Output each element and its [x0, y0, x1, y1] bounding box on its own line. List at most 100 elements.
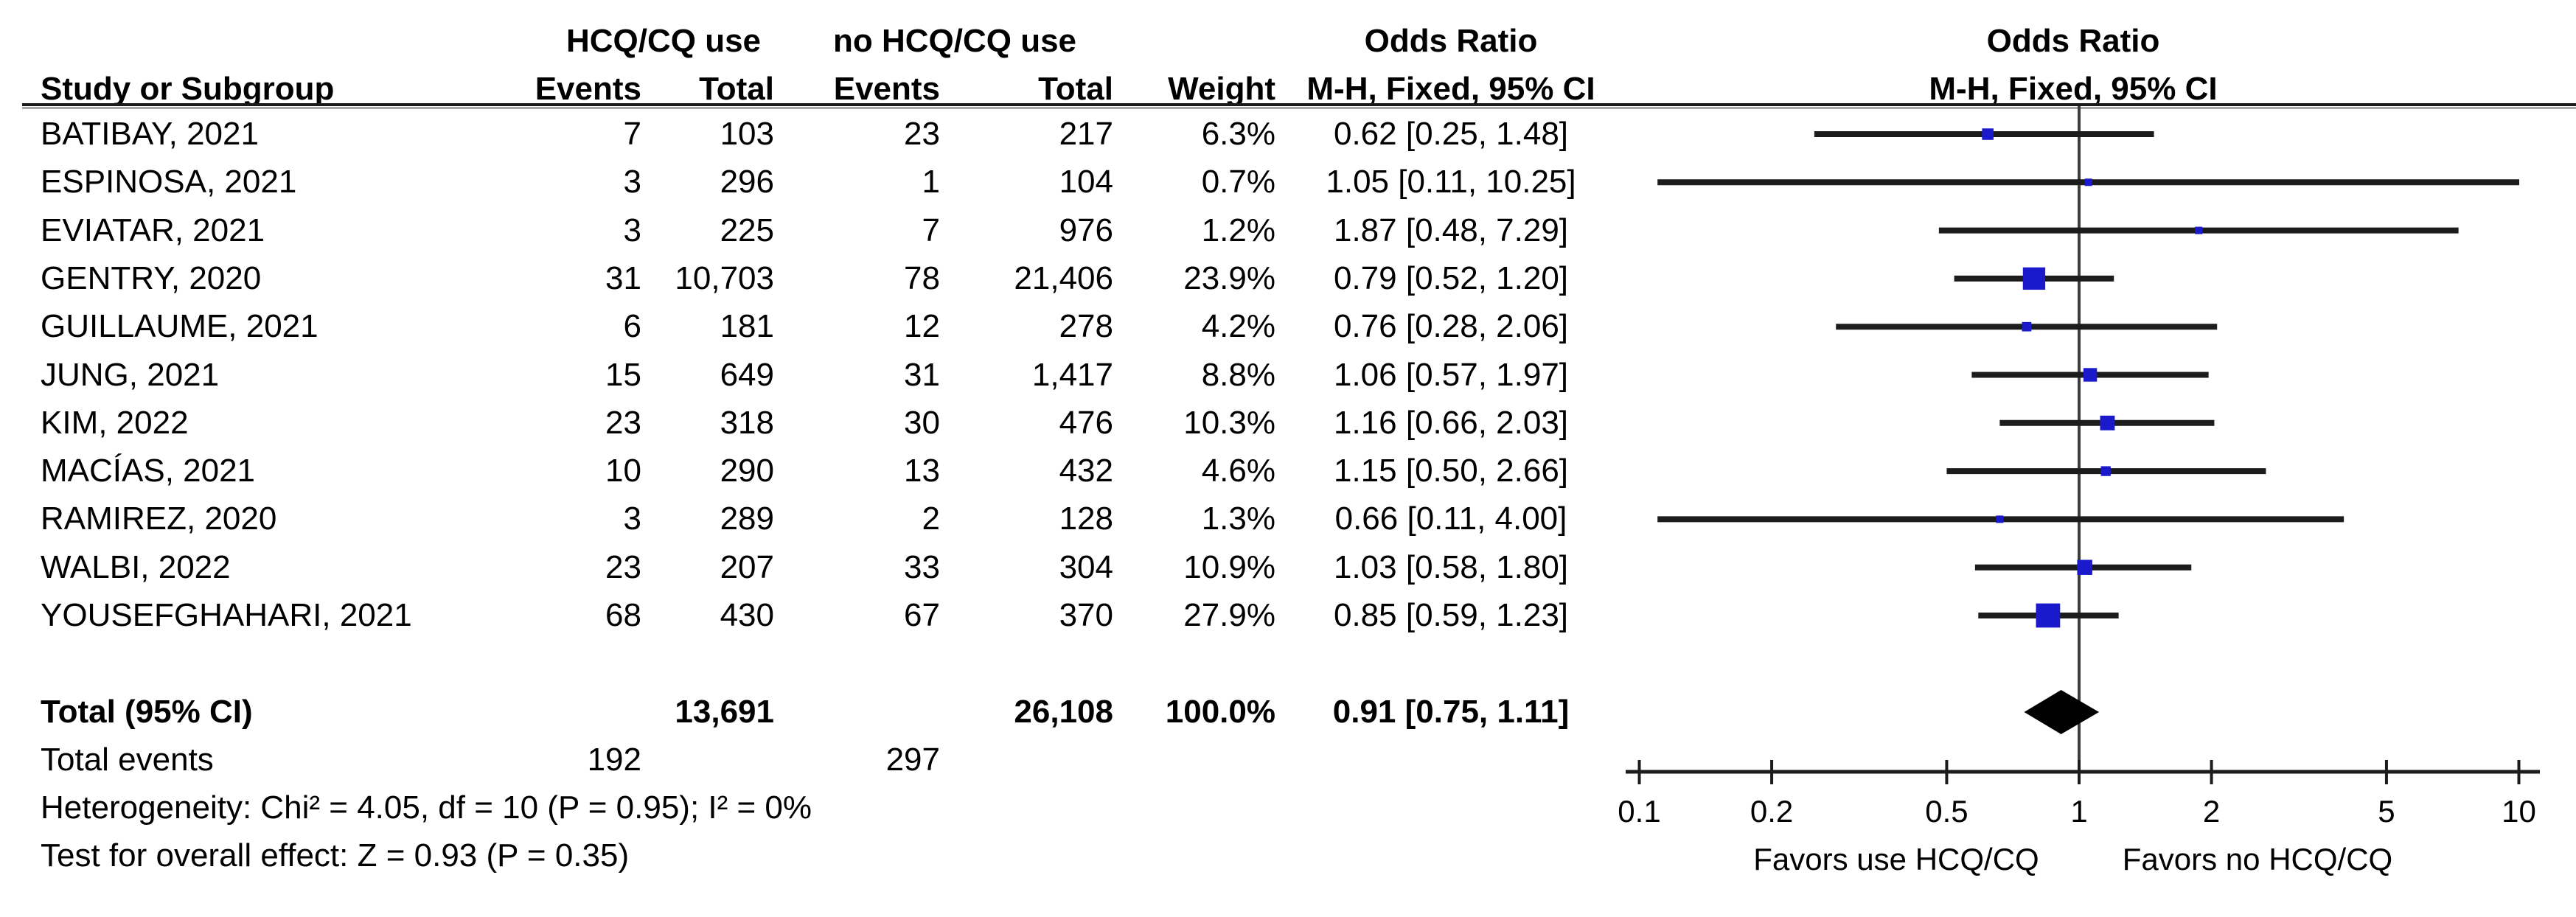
cell-total-group1: 290	[720, 453, 774, 489]
cell-study-name: GUILLAUME, 2021	[41, 308, 318, 344]
cell-study-name: KIM, 2022	[41, 405, 189, 441]
cell-events-group1: 31	[605, 260, 641, 296]
cell-total-group2: 21,406	[1014, 260, 1113, 296]
cell-study-name: MACÍAS, 2021	[41, 453, 256, 489]
total-events-group1: 192	[587, 742, 641, 778]
cell-events-group2: 13	[904, 453, 940, 489]
cell-odds-ratio-ci: 0.85 [0.59, 1.23]	[1333, 597, 1569, 633]
effect-square	[2022, 267, 2046, 290]
x-axis-tick-label: 5	[2378, 794, 2395, 829]
cell-weight: 8.8%	[1201, 357, 1275, 393]
total-row-total1: 13,691	[675, 694, 774, 730]
effect-square	[2083, 368, 2098, 382]
cell-events-group1: 23	[605, 405, 641, 441]
cell-odds-ratio-ci: 1.87 [0.48, 7.29]	[1333, 212, 1569, 248]
cell-odds-ratio-ci: 0.66 [0.11, 4.00]	[1334, 501, 1567, 537]
study-column-header: Study or Subgroup	[41, 71, 335, 107]
cell-events-group1: 3	[623, 164, 641, 200]
total-events-group2: 297	[885, 742, 940, 778]
events1-header: Events	[535, 71, 641, 107]
cell-weight: 10.9%	[1183, 549, 1275, 585]
cell-study-name: JUNG, 2021	[41, 357, 220, 393]
cell-total-group2: 304	[1059, 549, 1113, 585]
effect-square	[2084, 178, 2092, 186]
header-rule-shadow	[22, 107, 2576, 109]
cell-total-group1: 103	[720, 116, 774, 152]
cell-total-group2: 1,417	[1031, 357, 1113, 393]
method-header: M-H, Fixed, 95% CI	[1306, 71, 1595, 107]
total-row-total2: 26,108	[1014, 694, 1113, 730]
cell-total-group2: 976	[1059, 212, 1113, 248]
effect-square	[2100, 415, 2115, 430]
cell-total-group1: 318	[720, 405, 774, 441]
cell-total-group1: 181	[720, 308, 774, 344]
effect-square	[1996, 515, 2004, 523]
effect-square	[2036, 603, 2061, 628]
total-row-ci: 0.91 [0.75, 1.11]	[1332, 694, 1570, 730]
x-axis-tick-label: 0.5	[1925, 794, 1968, 829]
cell-study-name: ESPINOSA, 2021	[41, 164, 297, 200]
cell-weight: 4.6%	[1201, 453, 1275, 489]
cell-study-name: RAMIREZ, 2020	[41, 501, 277, 537]
x-axis-tick-label: 10	[2502, 794, 2536, 829]
cell-weight: 1.2%	[1201, 212, 1275, 248]
cell-total-group2: 104	[1059, 164, 1113, 200]
cell-total-group1: 430	[720, 597, 774, 633]
x-axis-tick-label: 0.1	[1618, 794, 1660, 829]
cell-events-group2: 1	[922, 164, 940, 200]
cell-odds-ratio-ci: 0.79 [0.52, 1.20]	[1333, 260, 1569, 296]
cell-events-group1: 6	[623, 308, 641, 344]
header-rule	[22, 103, 2576, 106]
cell-odds-ratio-ci: 0.62 [0.25, 1.48]	[1333, 116, 1569, 152]
cell-odds-ratio-ci: 1.06 [0.57, 1.97]	[1333, 357, 1569, 393]
total1-header: Total	[699, 71, 774, 107]
x-axis-tick-label: 1	[2070, 794, 2087, 829]
effect-square	[2100, 466, 2111, 476]
cell-study-name: BATIBAY, 2021	[41, 116, 259, 152]
cell-events-group2: 12	[904, 308, 940, 344]
effect-square	[2195, 226, 2203, 234]
effect-square	[2077, 559, 2092, 575]
cell-total-group2: 278	[1059, 308, 1113, 344]
cell-total-group1: 296	[720, 164, 774, 200]
cell-weight: 27.9%	[1183, 597, 1275, 633]
cell-study-name: GENTRY, 2020	[41, 260, 262, 296]
cell-events-group2: 2	[922, 501, 940, 537]
cell-total-group2: 370	[1059, 597, 1113, 633]
events2-header: Events	[833, 71, 940, 107]
cell-events-group2: 67	[904, 597, 940, 633]
cell-total-group1: 207	[720, 549, 774, 585]
effect-square	[2022, 321, 2032, 332]
cell-weight: 4.2%	[1201, 308, 1275, 344]
cell-events-group1: 23	[605, 549, 641, 585]
cell-weight: 10.3%	[1183, 405, 1275, 441]
cell-odds-ratio-ci: 1.05 [0.11, 10.25]	[1326, 164, 1576, 200]
cell-total-group2: 476	[1059, 405, 1113, 441]
cell-events-group2: 7	[922, 212, 940, 248]
cell-total-group1: 289	[720, 501, 774, 537]
cell-weight: 1.3%	[1201, 501, 1275, 537]
cell-events-group2: 33	[904, 549, 940, 585]
cell-events-group1: 10	[605, 453, 641, 489]
cell-events-group2: 31	[904, 357, 940, 393]
effect-square	[1982, 128, 1994, 140]
cell-total-group1: 649	[720, 357, 774, 393]
cell-total-group1: 225	[720, 212, 774, 248]
cell-events-group1: 68	[605, 597, 641, 633]
plot-subtitle: M-H, Fixed, 95% CI	[1929, 71, 2218, 107]
overall-effect-stat: Test for overall effect: Z = 0.93 (P = 0…	[41, 837, 630, 874]
cell-events-group2: 23	[904, 116, 940, 152]
plot-title: Odds Ratio	[1986, 23, 2160, 59]
favors-left-label: Favors use HCQ/CQ	[1753, 842, 2039, 876]
total-row-label: Total (95% CI)	[41, 694, 253, 730]
cell-odds-ratio-ci: 1.16 [0.66, 2.03]	[1333, 405, 1569, 441]
total-row-weight: 100.0%	[1165, 694, 1275, 730]
group2-header: no HCQ/CQ use	[832, 23, 1077, 59]
cell-odds-ratio-ci: 1.03 [0.58, 1.80]	[1333, 549, 1569, 585]
cell-total-group1: 10,703	[675, 260, 774, 296]
heterogeneity-stat: Heterogeneity: Chi² = 4.05, df = 10 (P =…	[41, 789, 812, 826]
cell-odds-ratio-ci: 0.76 [0.28, 2.06]	[1333, 308, 1569, 344]
favors-right-label: Favors no HCQ/CQ	[2123, 842, 2392, 876]
